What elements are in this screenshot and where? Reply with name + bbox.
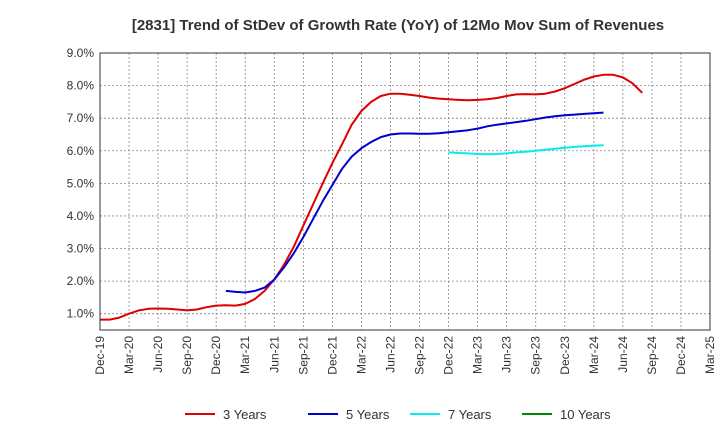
y-tick-label: 6.0%: [67, 144, 95, 158]
x-tick-label: Mar-24: [587, 336, 601, 374]
plot-border: [99, 52, 711, 331]
legend-label: 5 Years: [346, 407, 390, 422]
y-tick-label: 9.0%: [67, 46, 95, 60]
y-tick-label: 7.0%: [67, 111, 95, 125]
x-tick-label: Mar-22: [354, 336, 368, 374]
x-axis: Dec-19 Mar-20 Jun-20 Sep-20 Dec-20 Mar-21 Jun-…: [93, 336, 717, 375]
x-tick-label: Sep-24: [645, 336, 659, 375]
x-tick-label: Jun-22: [383, 336, 397, 373]
y-tick-label: 2.0%: [67, 274, 95, 288]
x-tick-label: Mar-21: [238, 336, 252, 374]
y-tick-label: 3.0%: [67, 242, 95, 256]
x-tick-label: Sep-21: [296, 336, 310, 375]
legend: 3 Years 5 Years 7 Years 10 Years: [185, 407, 611, 422]
y-tick-label: 8.0%: [67, 79, 95, 93]
x-tick-label: Mar-20: [122, 336, 136, 374]
series-lines: [100, 73, 643, 321]
x-tick-label: Dec-24: [674, 336, 688, 375]
x-tick-label: Dec-23: [558, 336, 572, 375]
legend-label: 3 Years: [223, 407, 267, 422]
y-tick-label: 4.0%: [67, 209, 95, 223]
x-tick-label: Sep-22: [413, 336, 427, 375]
y-tick-label: 1.0%: [67, 307, 95, 321]
legend-label: 7 Years: [448, 407, 492, 422]
x-tick-label: Dec-19: [93, 336, 107, 375]
x-tick-label: Jun-24: [616, 336, 630, 373]
x-tick-label: Sep-23: [529, 336, 543, 375]
x-tick-label: Dec-21: [325, 336, 339, 375]
chart-title: [2831] Trend of StDev of Growth Rate (Yo…: [132, 17, 664, 34]
x-tick-label: Sep-20: [180, 336, 194, 375]
series-line-7-years: [448, 144, 604, 156]
series-line-5-years: [225, 111, 604, 294]
x-tick-label: Mar-23: [471, 336, 485, 374]
x-tick-label: Jun-21: [267, 336, 281, 373]
y-axis: 1.0% 2.0% 3.0% 4.0% 5.0% 6.0% 7.0% 8.0% 9.0%: [67, 46, 95, 321]
x-tick-label: Jun-23: [500, 336, 514, 373]
x-tick-label: Jun-20: [151, 336, 165, 373]
y-tick-label: 5.0%: [67, 176, 95, 190]
x-tick-label: Mar-25: [703, 336, 717, 374]
x-tick-label: Dec-20: [209, 336, 223, 375]
legend-label: 10 Years: [560, 407, 611, 422]
series-line-3-years: [100, 73, 643, 321]
x-tick-label: Dec-22: [442, 336, 456, 375]
